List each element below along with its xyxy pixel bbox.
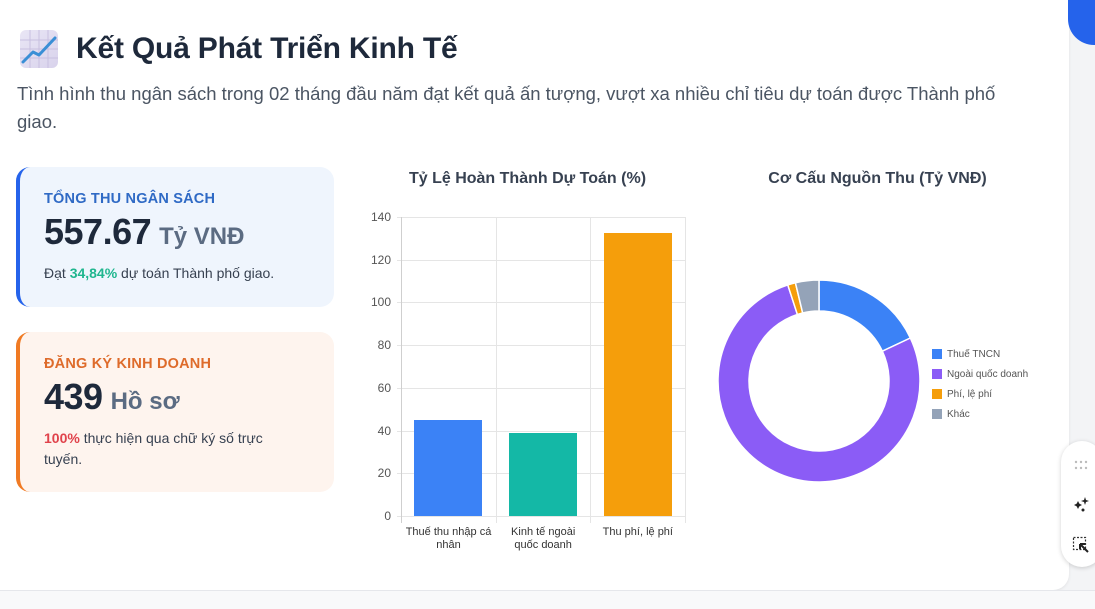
stat-label: TỔNG THU NGÂN SÁCH (44, 191, 216, 207)
legend-item[interactable]: Ngoài quốc doanh (932, 364, 1028, 384)
vertical-gridline (685, 217, 686, 523)
bar[interactable] (508, 432, 578, 516)
gridline (397, 259, 685, 261)
x-tick-label: Thu phí, lệ phí (602, 526, 673, 538)
desc-suffix: dự toán Thành phố giao. (117, 265, 275, 281)
gridline (397, 302, 685, 304)
stat-unit: Hồ sơ (110, 388, 180, 415)
legend-item[interactable]: Phí, lệ phí (932, 384, 1028, 404)
gridline (397, 217, 685, 218)
y-tick-label: 100 (370, 295, 391, 310)
vertical-gridline (495, 217, 497, 523)
donut-legend: Thuế TNCN Ngoài quốc doanh Phí, lệ phí Khác (932, 344, 1028, 424)
desc-prefix: Đạt (44, 265, 70, 281)
y-tick-label: 20 (377, 466, 391, 481)
stat-label: ĐĂNG KÝ KINH DOANH (44, 356, 212, 372)
legend-label: Thuế TNCN (947, 348, 1001, 360)
gridline (397, 387, 685, 389)
y-tick-label: 40 (377, 423, 391, 438)
blue-accent-shape (1068, 0, 1095, 45)
y-tick-label: 120 (370, 252, 391, 267)
legend-label: Ngoài quốc doanh (947, 368, 1029, 380)
bottom-strip (0, 590, 1095, 609)
stat-value: 557.67 (44, 211, 152, 252)
page-subtitle: Tình hình thu ngân sách trong 02 tháng đ… (17, 83, 996, 132)
gridline (397, 516, 685, 517)
legend-label: Khác (947, 408, 970, 420)
sparkle-icon[interactable] (1071, 495, 1091, 515)
stat-highlight: 100% (44, 430, 80, 446)
chart-increasing-icon (20, 30, 58, 68)
gridline (397, 430, 685, 432)
legend-item[interactable]: Khác (932, 404, 1028, 424)
legend-swatch (932, 409, 942, 419)
bar[interactable] (603, 233, 672, 516)
stat-value: 439 (44, 376, 103, 417)
donut-segment[interactable] (717, 283, 921, 483)
bar[interactable] (414, 419, 483, 516)
x-tick-label: Thuế thu nhập cá nhân (405, 526, 492, 551)
legend-label: Phí, lệ phí (947, 388, 993, 400)
gridline (397, 345, 685, 347)
vertical-gridline (590, 217, 592, 523)
floating-toolbar (1061, 441, 1095, 567)
x-tick-label: Kinh tế ngoài quốc doanh (511, 526, 576, 551)
donut-chart-title: Cơ Cấu Nguồn Thu (Tỷ VNĐ) (768, 170, 987, 187)
business-stat-card: ĐĂNG KÝ KINH DOANH 439 Hồ sơ 100% thực h… (16, 332, 334, 492)
y-tick-label: 140 (370, 210, 391, 224)
page-title: Kết Quả Phát Triển Kinh Tế (76, 32, 458, 65)
donut-segment[interactable] (794, 279, 820, 314)
stat-highlight: 34,84% (69, 265, 118, 281)
budget-stat-card: TỔNG THU NGÂN SÁCH 557.67 Tỷ VNĐ Đạt 34,… (16, 167, 334, 307)
legend-swatch (932, 389, 942, 399)
y-tick-label: 80 (377, 338, 391, 353)
drag-handle-icon[interactable] (1071, 455, 1091, 475)
desc-suffix: thực hiện qua chữ ký số trực tuyến. (44, 430, 263, 467)
stat-unit: Tỷ VNĐ (159, 223, 245, 250)
stat-description: 100% thực hiện qua chữ ký số trực tuyến. (44, 428, 304, 470)
y-tick-label: 60 (377, 380, 391, 395)
donut-segment[interactable] (818, 279, 912, 353)
y-tick-label: 0 (384, 509, 391, 523)
completion-bar-chart: 0 20 40 60 80 100 120 140 Thuế thu nhập cá nhân Ki… (355, 200, 700, 560)
revenue-donut-chart (717, 279, 921, 483)
select-region-icon[interactable] (1071, 535, 1091, 555)
stat-description: Đạt 34,84% dự toán Thành phố giao. (44, 263, 304, 284)
legend-item[interactable]: Thuế TNCN (932, 344, 1028, 364)
y-axis-line (401, 217, 402, 523)
section-header: Kết Quả Phát Triển Kinh Tế (20, 30, 458, 68)
legend-swatch (932, 369, 942, 379)
legend-swatch (932, 349, 942, 359)
bar-chart-title: Tỷ Lệ Hoàn Thành Dự Toán (%) (408, 170, 647, 187)
